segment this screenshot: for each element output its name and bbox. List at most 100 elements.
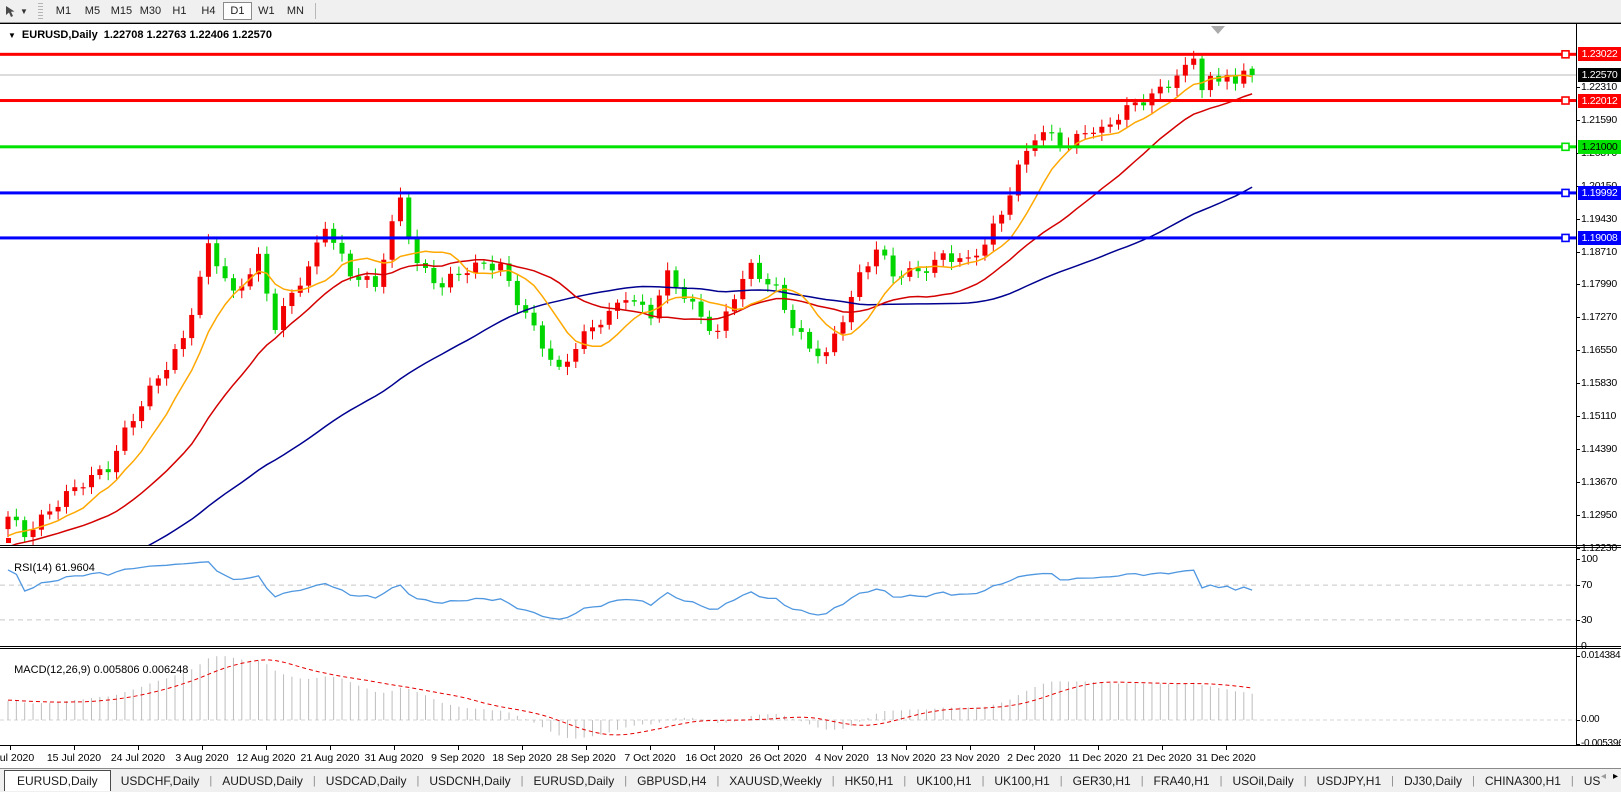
candle-body [456, 273, 462, 276]
chart-tab-XAUUSD-Weekly[interactable]: XAUUSD,Weekly [729, 773, 822, 788]
candle-body [331, 228, 337, 243]
macd-values: 0.005806 0.006248 [93, 664, 189, 676]
candle-body [1207, 75, 1213, 91]
date-tick-label: 13 Nov 2020 [876, 752, 936, 764]
horizontal-line-1.21000[interactable] [0, 145, 1576, 149]
macd-tick-mark [1576, 744, 1580, 745]
candle-body [907, 268, 913, 277]
timeframe-button-M1[interactable]: M1 [55, 5, 72, 17]
tab-separator: | [1059, 774, 1063, 787]
cursor-tool-icon[interactable] [2, 3, 18, 19]
macd-signal-line [7, 659, 1253, 736]
candle-body [63, 491, 69, 507]
rsi-line [7, 561, 1253, 620]
date-tick-mark [842, 746, 843, 750]
candle-body [1040, 132, 1046, 141]
line-drag-handle[interactable] [1561, 142, 1570, 152]
tab-separator: | [312, 774, 316, 787]
date-tick-mark [714, 746, 715, 750]
tab-separator: | [831, 774, 835, 787]
chart-tab-GER30-H1[interactable]: GER30,H1 [1072, 773, 1131, 788]
tab-separator: | [903, 774, 907, 787]
tab-scroll-left-icon[interactable]: ◂ [1600, 771, 1606, 782]
price-tick-mark [1576, 252, 1580, 253]
candle-body [1116, 119, 1122, 125]
candle-body [974, 255, 980, 258]
candle-body [55, 506, 61, 512]
chart-tab-USDCAD-Daily[interactable]: USDCAD,Daily [325, 773, 407, 788]
candle-body [531, 312, 537, 326]
line-drag-handle[interactable] [1561, 233, 1570, 243]
candle-body [581, 331, 587, 350]
price-chart-canvas[interactable] [0, 24, 1576, 545]
chart-tab-DJ30-Daily[interactable]: DJ30,Daily [1403, 773, 1463, 788]
rsi-chart-canvas[interactable] [0, 548, 1576, 646]
candle-body [356, 276, 362, 280]
toolbar-grip-handle[interactable] [37, 3, 43, 19]
candle-body [339, 242, 345, 254]
timeframe-button-H1[interactable]: H1 [172, 5, 187, 17]
timeframe-button-MN[interactable]: MN [286, 5, 304, 17]
chart-tab-AUDUSD-Daily[interactable]: AUDUSD,Daily [222, 773, 303, 788]
date-tick-mark [970, 746, 971, 750]
candle-body [1157, 86, 1163, 94]
tab-scroll-right-icon[interactable]: ▸ [1612, 771, 1618, 782]
candle-body [489, 263, 495, 271]
price-axis-border [1576, 24, 1577, 746]
candle-body [114, 450, 120, 473]
chart-tab-USDJPY-H1[interactable]: USDJPY,H1 [1316, 773, 1382, 788]
date-tick-mark [138, 746, 139, 750]
chart-tab-GBPUSD-H4[interactable]: GBPUSD,H4 [637, 773, 707, 788]
object-anchor-marker[interactable] [6, 538, 11, 543]
candle-body [990, 223, 996, 245]
timeframe-button-D1[interactable]: D1 [222, 2, 252, 20]
timeframe-button-M5[interactable]: M5 [84, 5, 101, 17]
price-tick-label: 1.21590 [1581, 114, 1617, 126]
candle-body [640, 301, 646, 305]
chart-tab-EURUSD-Daily[interactable]: EURUSD,Daily [4, 770, 111, 791]
candle-body [1224, 75, 1230, 82]
chart-tab-FRA40-H1[interactable]: FRA40,H1 [1153, 773, 1210, 788]
panel-separator[interactable] [0, 545, 1621, 548]
candle-body [757, 262, 762, 279]
timeframe-button-H4[interactable]: H4 [201, 5, 216, 17]
date-tick-label: 7 Oct 2020 [624, 752, 676, 764]
horizontal-line-1.22012[interactable] [0, 99, 1576, 103]
chart-tab-USOil-Daily[interactable]: USOil,Daily [1232, 773, 1294, 788]
candle-body [38, 514, 44, 530]
panel-border [0, 745, 1621, 746]
chart-tab-US[interactable]: US [1583, 773, 1601, 788]
horizontal-line-1.19992[interactable] [0, 191, 1576, 195]
candle-body [247, 274, 253, 287]
collapse-chart-icon[interactable]: ▼ [8, 30, 16, 40]
panel-separator[interactable] [0, 646, 1621, 649]
cursor-tool-caret-icon[interactable]: ▼ [20, 6, 28, 16]
chart-tab-EURUSD-Daily[interactable]: EURUSD,Daily [533, 773, 615, 788]
chart-tab-UK100-H1[interactable]: UK100,H1 [994, 773, 1050, 788]
chart-tab-UK100-H1[interactable]: UK100,H1 [916, 773, 972, 788]
line-drag-handle[interactable] [1561, 50, 1570, 59]
timeframe-button-W1[interactable]: W1 [258, 5, 275, 17]
chart-tab-CHINA300-H1[interactable]: CHINA300,H1 [1484, 773, 1561, 788]
price-tick-mark [1576, 449, 1580, 450]
chart-shift-marker-icon[interactable] [1211, 26, 1225, 34]
candle-body [690, 298, 696, 302]
timeframe-button-M30[interactable]: M30 [139, 5, 162, 17]
chart-tab-USDCNH-Daily[interactable]: USDCNH,Daily [429, 773, 511, 788]
horizontal-line-1.23022[interactable] [0, 52, 1576, 56]
chart-tab-HK50-H1[interactable]: HK50,H1 [844, 773, 894, 788]
macd-chart-canvas[interactable] [0, 649, 1576, 745]
candle-body [798, 328, 804, 332]
candle-body [197, 276, 203, 315]
line-drag-handle[interactable] [1561, 188, 1570, 198]
timeframe-button-M15[interactable]: M15 [110, 5, 133, 17]
candle-body [748, 262, 754, 279]
price-tick-mark [1576, 416, 1580, 417]
price-tick-label: 1.19430 [1581, 213, 1617, 225]
line-drag-handle[interactable] [1561, 96, 1570, 105]
chart-tab-USDCHF-Daily[interactable]: USDCHF,Daily [120, 773, 200, 788]
candle-body [322, 228, 328, 243]
horizontal-line-1.19008[interactable] [0, 236, 1576, 240]
price-tick-mark [1576, 548, 1580, 549]
macd-tick-label: -0.005396 [1581, 738, 1621, 749]
